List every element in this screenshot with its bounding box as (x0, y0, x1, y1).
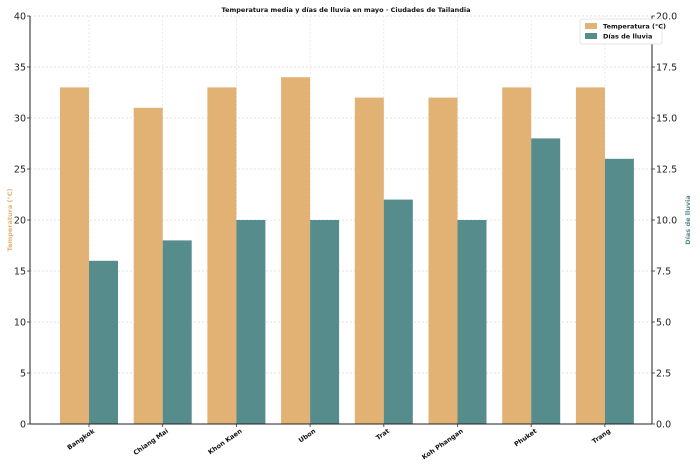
bar-rain-days (383, 199, 413, 424)
bars (60, 77, 634, 425)
y-tick-label-left: 15 (14, 267, 26, 278)
y-tick-label-right: 10.0 (656, 216, 677, 227)
y-tick-label-right: 15.0 (656, 114, 677, 125)
legend-box (579, 18, 663, 45)
y-tick-label-left: 10 (14, 318, 26, 329)
y-tick-label-left: 25 (14, 165, 26, 176)
bar-temperature (133, 107, 163, 425)
y-tick-label-right: 17.5 (656, 63, 677, 74)
y-tick-label-left: 40 (14, 12, 26, 23)
bar-rain-days (310, 220, 340, 424)
bar-temperature (502, 87, 532, 425)
y-tick-label-right: 2.5 (656, 369, 671, 380)
bar-rain-days (162, 240, 192, 424)
y-axis-label-right: Días de lluvia (684, 195, 692, 244)
x-tick-label: Khon Kaen (207, 427, 244, 456)
y-tick-label-left: 0 (20, 420, 26, 431)
y-tick-label-right: 20.0 (656, 12, 677, 23)
bar-temperature (354, 97, 384, 424)
y-tick-label-left: 5 (20, 369, 26, 380)
legend-swatch-rain (585, 33, 597, 39)
bar-temperature (575, 87, 605, 425)
y-tick-label-right: 7.5 (656, 267, 671, 278)
bar-rain-days (531, 138, 561, 424)
x-tick-label: Trang (591, 427, 613, 446)
legend-label-temperature: Temperatura (°C) (603, 23, 666, 31)
x-tick-label: Ubon (297, 427, 317, 445)
bar-temperature (60, 87, 89, 425)
y-tick-label-right: 12.5 (656, 165, 677, 176)
x-tick-label: Phuket (513, 427, 539, 448)
chart-title: Temperatura media y días de lluvia en ma… (222, 6, 471, 14)
bar-rain-days (236, 220, 266, 424)
bar-temperature (428, 97, 458, 424)
bar-temperature (207, 87, 237, 425)
bar-rain-days (604, 158, 634, 425)
x-tick-label: Trat (375, 427, 391, 442)
x-tick-label: Bangkok (66, 427, 97, 452)
x-tick-label: Chiang Mai (132, 427, 170, 457)
bar-temperature (281, 77, 311, 424)
y-tick-label-right: 5.0 (656, 318, 671, 329)
legend-swatch-temperature (585, 23, 597, 29)
y-tick-label-right: 0.0 (656, 420, 671, 431)
legend-label-rain: Días de lluvia (603, 33, 652, 41)
y-tick-label-left: 30 (14, 114, 26, 125)
y-tick-label-left: 20 (14, 216, 26, 227)
bar-rain-days (457, 220, 487, 424)
bar-rain-days (89, 260, 118, 424)
y-axis-label-left: Temperatura (°C) (6, 188, 14, 251)
y-tick-label-left: 35 (14, 63, 26, 74)
legend: Temperatura (°C) Días de lluvia (579, 18, 666, 45)
x-tick-label: Koh Phangan (420, 427, 464, 461)
